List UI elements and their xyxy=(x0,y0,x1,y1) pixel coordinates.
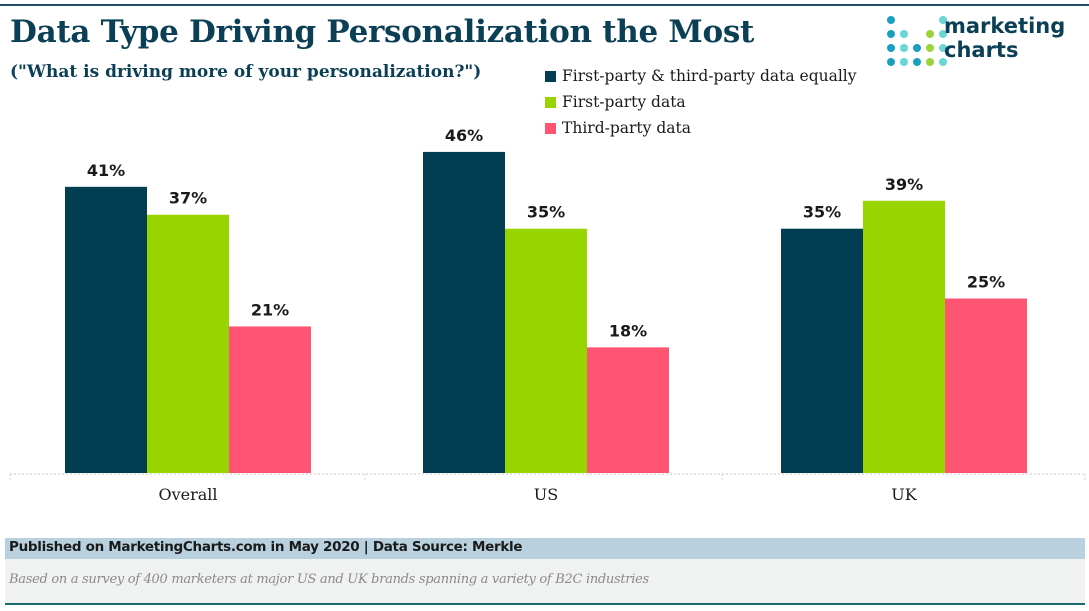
logo-text-line2: charts xyxy=(944,38,1019,62)
top-rule xyxy=(0,4,1089,6)
bar-overall-1 xyxy=(147,214,229,474)
bar-value-label: 21% xyxy=(251,300,289,319)
bar-value-label: 39% xyxy=(885,175,923,194)
bar-value-label: 41% xyxy=(87,161,125,180)
bar-value-label: 46% xyxy=(445,126,483,145)
legend-item-both: First-party & third-party data equally xyxy=(545,63,857,89)
category-label-overall: Overall xyxy=(158,485,217,504)
legend-label-both: First-party & third-party data equally xyxy=(562,67,857,85)
category-label-us: US xyxy=(534,485,558,504)
legend-item-third-party: Third-party data xyxy=(545,115,857,141)
bar-overall-2 xyxy=(229,326,311,473)
chart-title: Data Type Driving Personalization the Mo… xyxy=(10,14,754,50)
legend-swatch-third-party xyxy=(545,122,556,134)
legend-label-third-party: Third-party data xyxy=(562,119,691,137)
footer-note-band xyxy=(5,559,1085,603)
footer-band xyxy=(5,538,1085,559)
legend: First-party & third-party data equally F… xyxy=(545,63,857,141)
bar-uk-2 xyxy=(945,298,1027,473)
bar-uk-0 xyxy=(781,228,863,473)
bar-us-1 xyxy=(505,228,587,473)
footer-published: Published on MarketingCharts.com in May … xyxy=(9,539,523,555)
bar-value-label: 37% xyxy=(169,189,207,208)
legend-label-first-party: First-party data xyxy=(562,93,686,111)
footer-note: Based on a survey of 400 marketers at ma… xyxy=(9,572,649,587)
bar-overall-0 xyxy=(65,186,147,473)
bar-value-label: 35% xyxy=(527,203,565,222)
bar-value-label: 25% xyxy=(967,273,1005,292)
logo-text: marketing charts xyxy=(944,14,1065,62)
logo-text-line1: marketing xyxy=(944,14,1066,38)
bar-value-label: 18% xyxy=(609,321,647,340)
category-label-uk: UK xyxy=(891,485,917,504)
bottom-rule xyxy=(5,603,1085,605)
marketingcharts-logo: marketing charts xyxy=(885,14,1085,72)
bar-uk-1 xyxy=(863,200,945,473)
bar-chart: 41% 37% 21% Overall 46% 35% 18% US 35% 39% 25% UK xyxy=(9,126,1086,504)
legend-swatch-both xyxy=(545,70,556,82)
bar-us-0 xyxy=(423,151,505,474)
bar-value-label: 35% xyxy=(803,203,841,222)
chart-subtitle: ("What is driving more of your personali… xyxy=(10,62,482,82)
legend-item-first-party: First-party data xyxy=(545,89,857,115)
bar-us-2 xyxy=(587,347,669,473)
legend-swatch-first-party xyxy=(545,96,556,108)
